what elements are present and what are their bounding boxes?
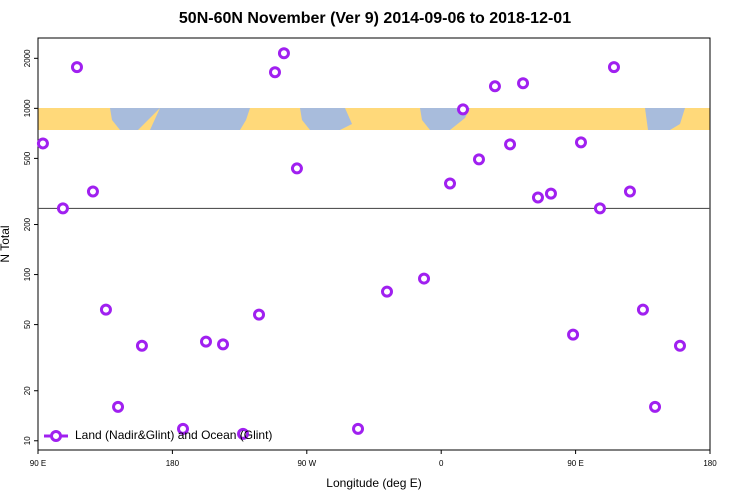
x-tick-label: 0 [439, 459, 444, 468]
y-tick-label: 2000 [23, 49, 32, 67]
point [472, 153, 485, 166]
point [504, 138, 517, 151]
point [36, 137, 49, 150]
point [112, 400, 125, 413]
point [593, 202, 606, 215]
point [636, 303, 649, 316]
point [567, 328, 580, 341]
x-axis-label: Longitude (deg E) [326, 476, 421, 490]
point [135, 339, 148, 352]
map-ocean [150, 108, 250, 130]
point [99, 303, 112, 316]
x-tick-label: 90 E [567, 459, 583, 468]
legend-label: Land (Nadir&Glint) and Ocean (Glint) [75, 428, 272, 442]
point [253, 308, 266, 321]
plot-frame [37, 37, 711, 451]
point [86, 185, 99, 198]
chart-title: 50N-60N November (Ver 9) 2014-09-06 to 2… [179, 10, 571, 27]
y-tick-label: 1000 [23, 99, 32, 117]
legend-marker [50, 430, 62, 442]
x-tick-label: 90 E [30, 459, 46, 468]
point [70, 61, 83, 74]
point [574, 136, 587, 149]
point [217, 338, 230, 351]
point [531, 191, 544, 204]
point [352, 422, 365, 435]
point [488, 80, 501, 93]
y-tick-label: 500 [23, 151, 32, 165]
point [673, 339, 686, 352]
x-tick-label: 180 [703, 459, 717, 468]
x-tick-label: 90 W [297, 459, 316, 468]
point [649, 400, 662, 413]
point [268, 66, 281, 79]
map-ocean [110, 108, 160, 130]
point [444, 177, 457, 190]
y-tick-label: 100 [23, 267, 32, 281]
point [418, 272, 431, 285]
point [517, 77, 530, 90]
point [607, 61, 620, 74]
point [544, 187, 557, 200]
point [237, 427, 250, 440]
y-tick-label: 200 [23, 217, 32, 231]
point [200, 335, 212, 348]
map-band [38, 108, 710, 130]
point [380, 285, 393, 298]
map-ocean [420, 108, 470, 130]
point [290, 162, 303, 175]
y-tick-label: 20 [23, 386, 32, 395]
y-axis-label: N Total [0, 225, 12, 262]
point [623, 185, 636, 198]
point [177, 422, 190, 435]
x-tick-label: 180 [166, 459, 180, 468]
y-tick-label: 50 [23, 320, 32, 329]
map-ocean [645, 108, 685, 130]
point [457, 103, 470, 116]
point [56, 202, 69, 215]
y-tick-label: 10 [23, 436, 32, 445]
map-ocean [300, 108, 352, 130]
point [277, 47, 290, 60]
